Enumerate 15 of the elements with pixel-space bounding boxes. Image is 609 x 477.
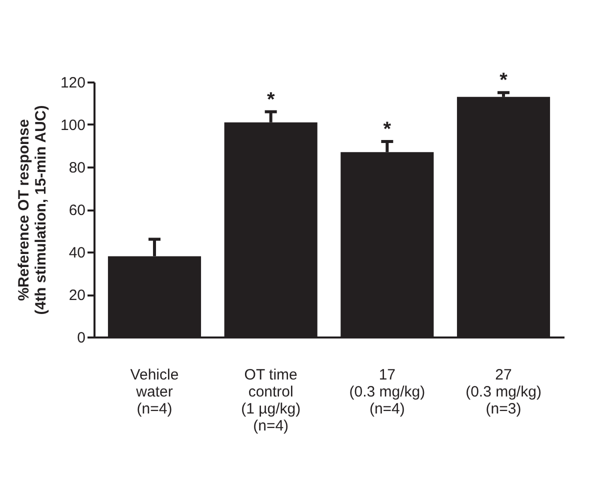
y-tick-label: 60 bbox=[68, 202, 86, 219]
annotation: * bbox=[383, 118, 392, 140]
y-tick-label: 120 bbox=[60, 74, 86, 92]
x-tick-label: 27 (0.3 mg/kg) (n=3) bbox=[466, 366, 542, 418]
x-tick-label: OT time control (1 µg/kg) (n=4) bbox=[241, 366, 301, 434]
x-tick-label: 17 (0.3 mg/kg) (n=4) bbox=[349, 366, 426, 418]
annotation: * bbox=[266, 88, 275, 111]
x-tick-label: Vehicle water (n=4) bbox=[130, 366, 179, 418]
y-tick-label: 0 bbox=[77, 330, 86, 346]
y-tick-label: 80 bbox=[68, 160, 86, 176]
y-tick-label: 20 bbox=[68, 287, 86, 304]
y-axis-title: %Reference OT response (4th stimulation, 15-min AUC) bbox=[15, 105, 50, 315]
y-tick-label: 40 bbox=[68, 244, 86, 262]
y-tick-label: 100 bbox=[60, 117, 86, 134]
annotation: * bbox=[500, 70, 508, 92]
